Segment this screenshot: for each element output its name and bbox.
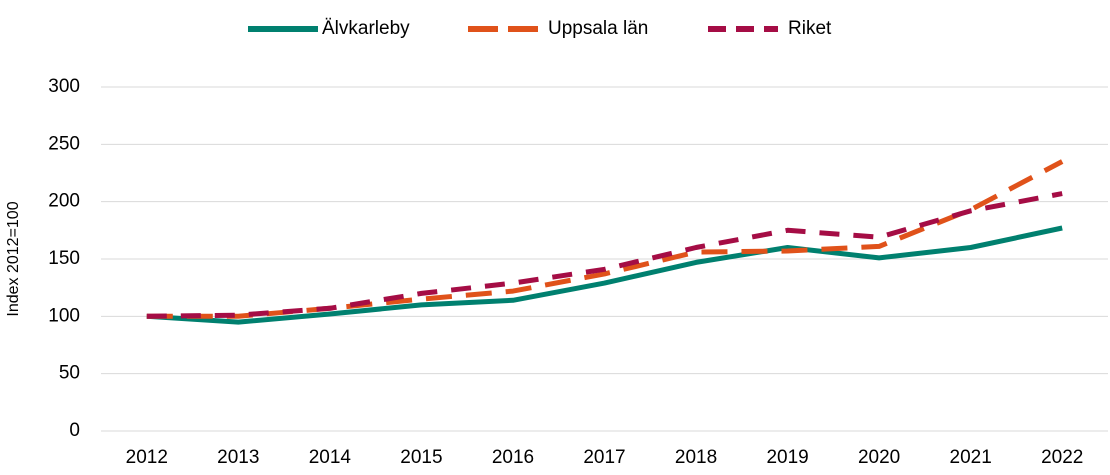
y-axis-label: Index 2012=100	[5, 201, 22, 316]
y-tick-label: 0	[69, 420, 80, 441]
x-tick-label: 2022	[1041, 447, 1083, 468]
series-line	[146, 225, 1063, 325]
series-line	[146, 191, 1063, 319]
x-tick-label: 2020	[858, 447, 900, 468]
x-tick-label: 2013	[217, 447, 259, 468]
y-tick-label: 250	[48, 133, 80, 154]
series-line	[146, 159, 1064, 319]
x-tick-label: 2014	[309, 447, 352, 468]
legend-label: Uppsala län	[548, 18, 648, 39]
x-tick-label: 2021	[950, 447, 992, 468]
y-tick-label: 200	[48, 191, 80, 212]
y-tick-label: 150	[48, 248, 80, 269]
x-tick-label: 2015	[400, 447, 442, 468]
x-tick-label: 2017	[583, 447, 625, 468]
x-tick-label: 2019	[766, 447, 808, 468]
y-tick-label: 50	[59, 363, 80, 384]
x-tick-label: 2016	[492, 447, 534, 468]
legend-label: Riket	[788, 18, 832, 39]
x-tick-label: 2012	[126, 447, 168, 468]
x-tick-label: 2018	[675, 447, 717, 468]
legend-label: Älvkarleby	[322, 18, 410, 39]
y-tick-label: 100	[48, 305, 80, 326]
y-tick-label: 300	[48, 76, 80, 97]
